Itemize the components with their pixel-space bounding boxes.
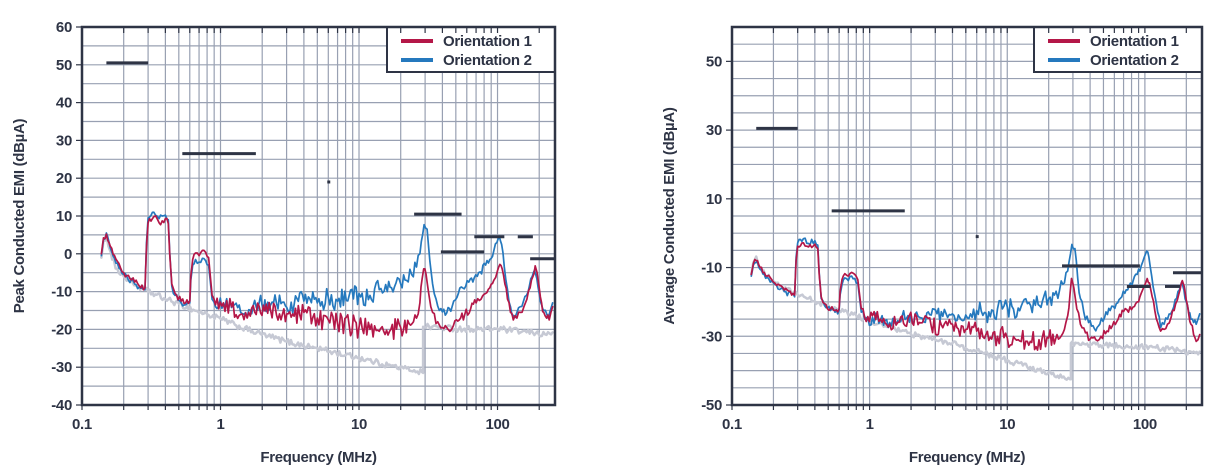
axis-ticks xyxy=(76,26,540,410)
x-tick-label: 1 xyxy=(866,416,874,433)
y-tick-label: 50 xyxy=(706,53,722,70)
legend: Orientation 1 Orientation 2 xyxy=(1033,26,1203,73)
grid xyxy=(81,26,555,406)
y-tick-label: 20 xyxy=(56,170,72,187)
y-tick-label: 0 xyxy=(64,246,72,263)
legend-label: Orientation 1 xyxy=(443,33,532,50)
y-tick-label: -30 xyxy=(701,328,722,345)
x-tick-label: 10 xyxy=(351,416,367,433)
x-tick-label: 100 xyxy=(485,416,509,433)
x-tick-label: 100 xyxy=(1133,416,1157,433)
legend-label: Orientation 2 xyxy=(1090,52,1179,69)
y-tick-label: -30 xyxy=(51,359,72,376)
y-tick-label: 10 xyxy=(706,191,722,208)
x-axis-title: Frequency (MHz) xyxy=(260,449,377,466)
series-group xyxy=(750,237,1201,381)
plot-border xyxy=(80,25,557,407)
y-tick-label: -20 xyxy=(51,321,72,338)
y-tick-label: -10 xyxy=(701,260,722,277)
series-orientation-1 xyxy=(100,214,554,341)
y-tick-label: 30 xyxy=(56,132,72,149)
x-tick-label: 1 xyxy=(216,416,224,433)
legend-label: Orientation 2 xyxy=(443,52,532,69)
series-noise-floor xyxy=(100,234,554,376)
legend-label: Orientation 1 xyxy=(1090,33,1179,50)
x-tick-label: 0.1 xyxy=(722,416,742,433)
plot-border xyxy=(730,25,1204,407)
axis-ticks xyxy=(726,27,1187,410)
y-tick-label: -40 xyxy=(51,397,72,414)
series-noise-floor xyxy=(750,255,1201,381)
y-axis-title: Average Conducted EMI (dBµA) xyxy=(661,107,678,325)
y-tick-label: 60 xyxy=(56,19,72,36)
x-axis-title: Frequency (MHz) xyxy=(909,449,1026,466)
y-tick-label: 30 xyxy=(706,122,722,139)
y-tick-label: 40 xyxy=(56,95,72,112)
y-tick-label: -50 xyxy=(701,397,722,414)
axis-labels: 50 30 10 -10 -30 -500.1 1 10 100 Frequency (MHz) A… xyxy=(661,53,1157,466)
series-orientation-1 xyxy=(750,241,1201,351)
x-tick-label: 0.1 xyxy=(72,416,92,433)
x-tick-label: 10 xyxy=(999,416,1015,433)
emi-limit-lines xyxy=(106,61,555,261)
y-tick-label: 50 xyxy=(56,57,72,74)
y-tick-label: 10 xyxy=(56,208,72,225)
y-axis-title: Peak Conducted EMI (dBµA) xyxy=(11,118,28,313)
y-tick-label: -10 xyxy=(51,284,72,301)
emi-limit-lines xyxy=(756,126,1202,288)
series-group xyxy=(100,211,554,376)
chart-average: Orientation 1 Orientation 2 50 30 10 -10 -30 -5… xyxy=(661,25,1204,466)
legend: Orientation 1 Orientation 2 xyxy=(386,26,556,73)
